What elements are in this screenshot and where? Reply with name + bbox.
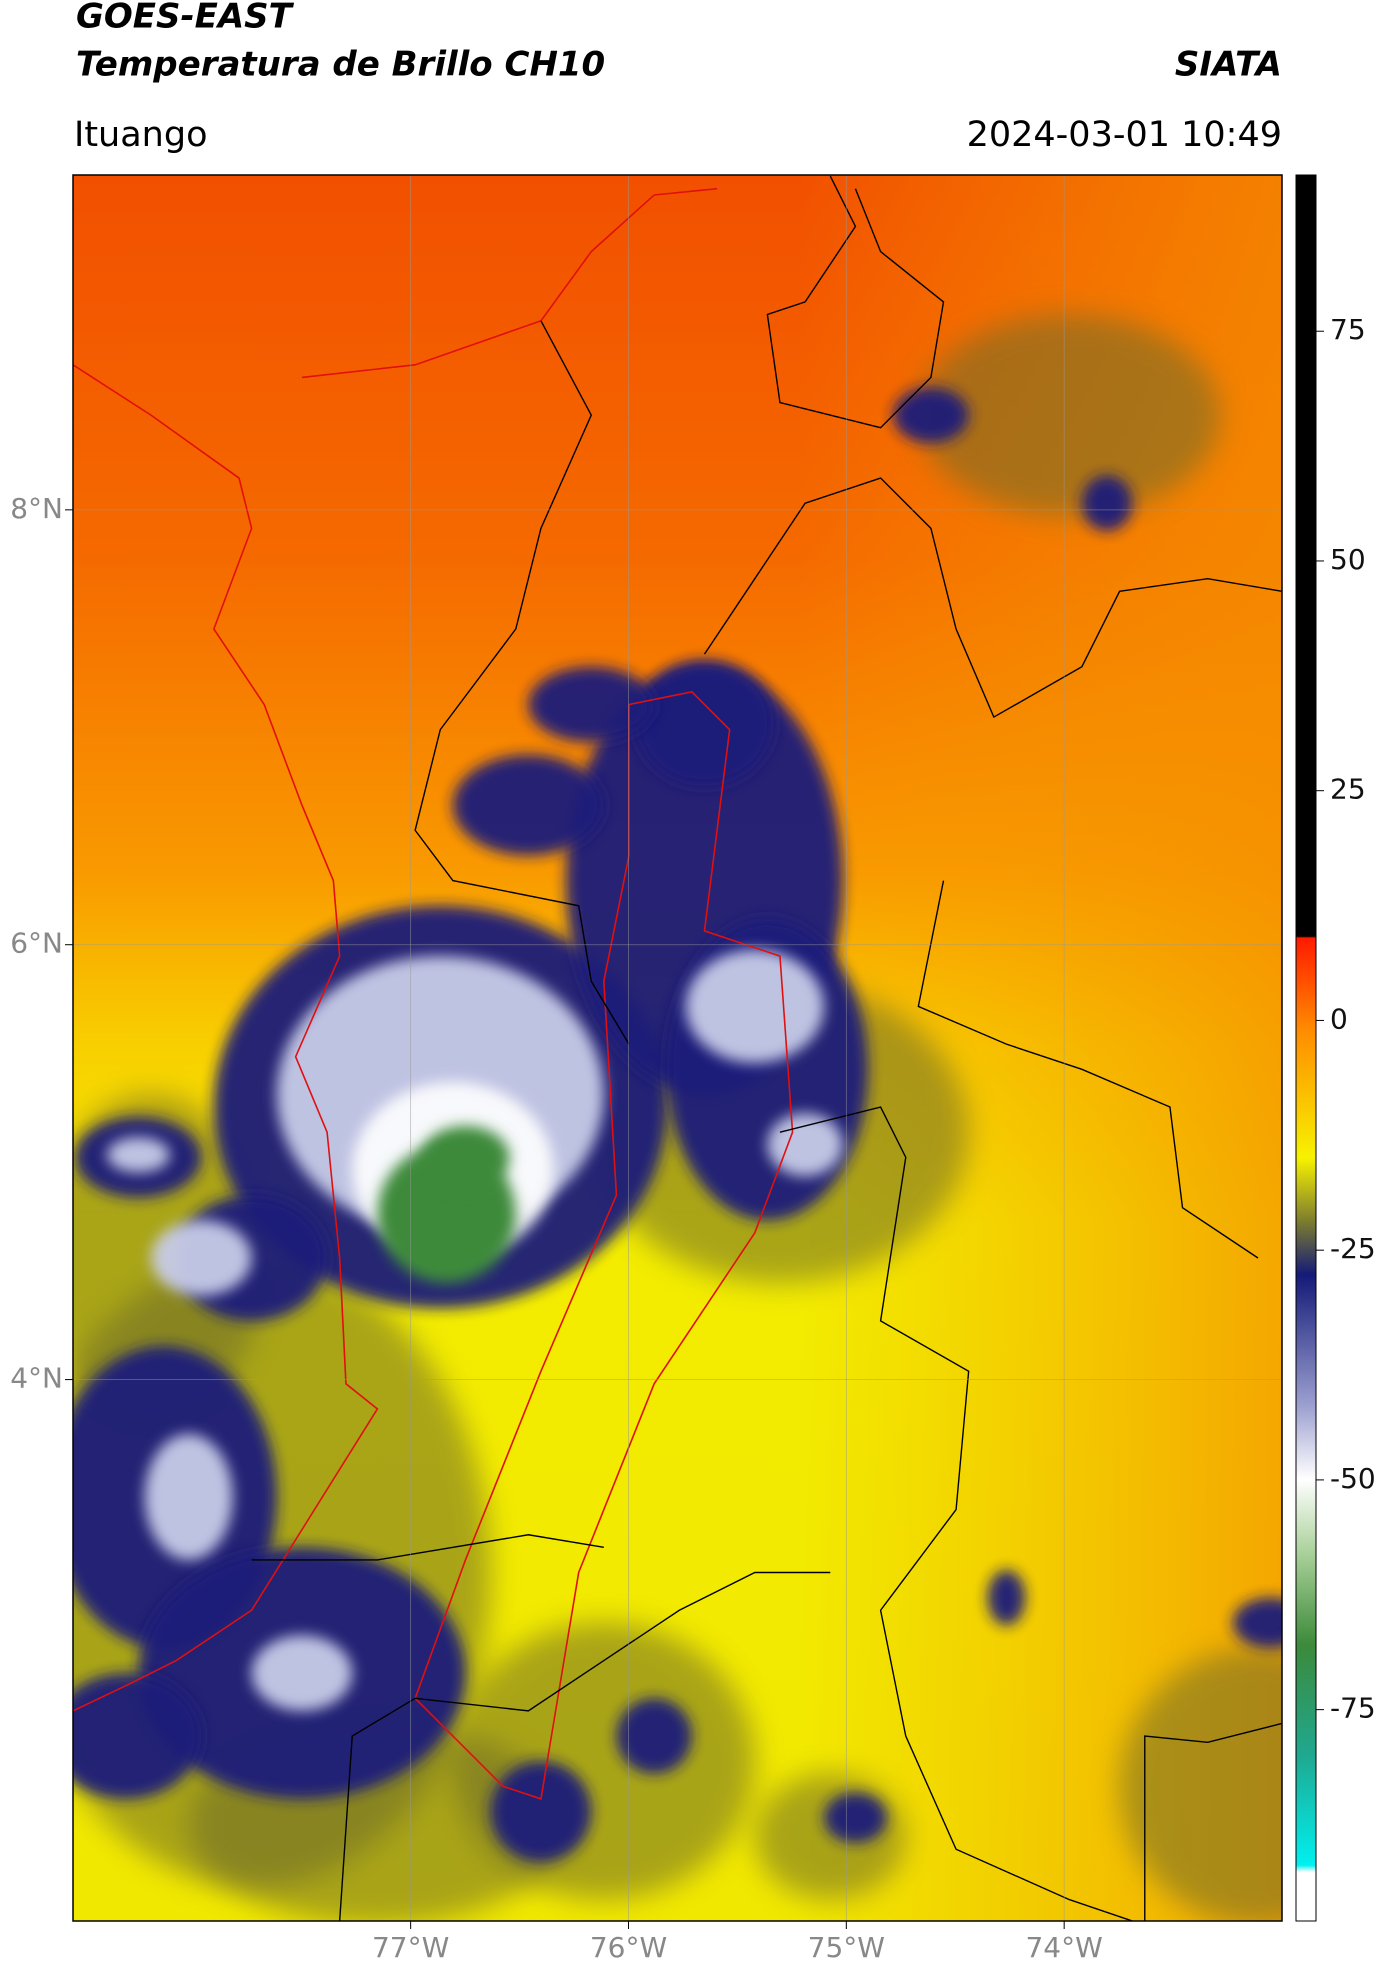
colorbar-tick-label: 25 <box>1330 773 1366 806</box>
colorbar-tick-label: -75 <box>1330 1692 1376 1725</box>
colorbar-tick-label: 75 <box>1330 313 1366 346</box>
map-frame <box>72 174 1283 1922</box>
colorbar-tick-label: 0 <box>1330 1002 1348 1035</box>
x-tick-label: 75°W <box>808 1931 885 1964</box>
border <box>73 364 379 1712</box>
border <box>703 477 1282 719</box>
border <box>251 1534 604 1561</box>
colorbar-tick-label: -50 <box>1330 1462 1376 1495</box>
cloud <box>754 1773 906 1900</box>
map-area <box>73 175 1282 1921</box>
cloud <box>685 949 824 1064</box>
colorbar-tick-label: -25 <box>1330 1232 1376 1265</box>
x-tick-label: 74°W <box>1025 1931 1102 1964</box>
border <box>1144 1722 1282 1921</box>
cloud <box>73 1673 202 1799</box>
x-tick-label: 77°W <box>372 1931 449 1964</box>
cloud <box>490 1761 592 1862</box>
borders <box>73 175 1282 1921</box>
cloud <box>150 1220 252 1296</box>
cloud <box>616 1698 692 1774</box>
subtitle: Temperatura de Brillo CH10 <box>76 45 605 85</box>
cloud <box>893 387 969 443</box>
cloud <box>452 754 604 856</box>
grid <box>73 175 1282 1921</box>
border <box>338 1571 831 1921</box>
cloud <box>421 1125 510 1189</box>
x-tick-label: 76°W <box>590 1931 667 1964</box>
cloud <box>1119 1648 1282 1921</box>
cloud <box>823 1792 887 1843</box>
axes: 77°W 76°W 75°W 74°W 8°N 6°N 4°N 75 50 25 0 -25 -50 -7… <box>10 313 1376 1964</box>
title: GOES-EAST <box>76 0 295 37</box>
cloud <box>987 1569 1026 1626</box>
colorbar <box>1295 174 1317 1922</box>
location: Ituango <box>74 115 208 155</box>
cloud <box>144 1434 233 1560</box>
cloud-field <box>73 314 1282 1921</box>
datetime: 2024-03-01 10:49 <box>967 115 1282 155</box>
y-tick-label: 4°N <box>10 1362 63 1395</box>
cloud <box>1081 475 1133 531</box>
border <box>766 175 945 429</box>
border <box>779 1106 1133 1921</box>
border <box>301 187 718 379</box>
credit: SIATA <box>1175 45 1282 85</box>
border <box>414 691 794 1800</box>
border <box>917 880 1259 1259</box>
cloud <box>1232 1597 1282 1648</box>
y-tick-label: 8°N <box>10 492 63 525</box>
cloud <box>251 1635 353 1711</box>
cloud <box>635 660 774 787</box>
y-tick-label: 6°N <box>10 927 63 960</box>
cloud <box>767 1113 843 1177</box>
cloud <box>106 1137 170 1173</box>
colorbar-tick-label: 50 <box>1330 543 1366 576</box>
cloud <box>918 314 1221 516</box>
cloud <box>528 666 655 743</box>
border <box>414 320 630 1045</box>
